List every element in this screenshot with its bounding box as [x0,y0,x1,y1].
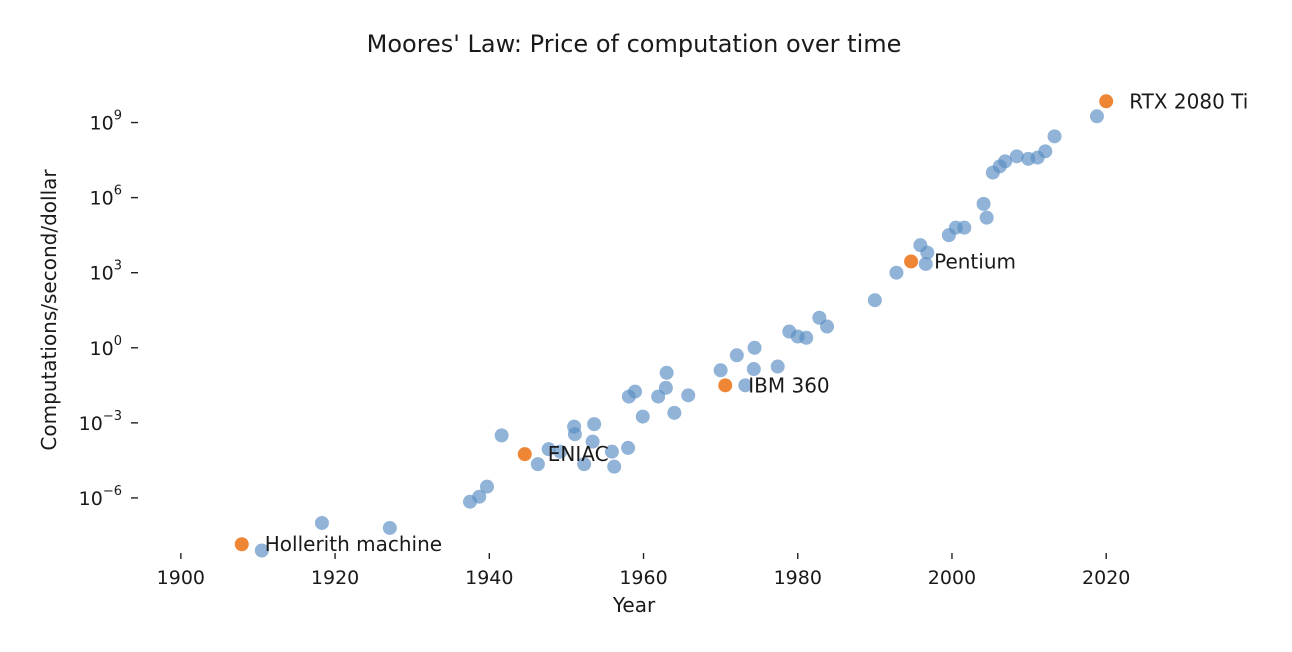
x-tick-label: 2020 [1082,567,1130,589]
y-axis-label: Computations/second/dollar [37,169,61,451]
highlight-point [517,447,532,462]
machine-point [479,479,494,494]
machine-point [681,388,696,403]
machine-point [1038,144,1053,159]
annotation-label: Hollerith machine [265,532,442,556]
machine-point [820,319,835,334]
machine-point [607,459,622,474]
machine-point [635,409,650,424]
machine-point [587,417,602,432]
machine-point [1089,109,1104,124]
y-tick-label: 103 [90,259,122,285]
machine-point [530,457,545,472]
machine-point [747,340,762,355]
y-tick-exponent: −6 [103,484,122,499]
annotation-label: RTX 2080 Ti [1129,89,1248,113]
y-tick-exponent: 3 [114,259,122,274]
machine-point [770,359,785,374]
machine-point [667,405,682,420]
y-tick-label: 109 [90,109,122,135]
machine-point [799,330,814,345]
machine-point [920,245,935,260]
y-tick-label: 100 [90,334,122,360]
machine-point [659,365,674,380]
machine-point [541,442,556,457]
x-tick-label: 1900 [157,567,205,589]
point-annotations: Hollerith machine ENIAC IBM 360 Pentium RTX … [265,89,1249,556]
y-tick-exponent: 9 [114,109,122,124]
x-tick-label: 1940 [465,567,513,589]
machine-point [729,348,744,363]
machine-point [1009,149,1024,164]
highlight-point [904,254,919,269]
machine-point [713,363,728,378]
highlight-point [718,378,733,393]
y-tick-label: 10−6 [79,484,122,510]
machine-point [621,440,636,455]
machine-point [889,265,904,280]
machine-point [746,362,761,377]
machine-point [604,444,619,459]
y-tick-label: 10−3 [79,409,122,435]
x-tick-label: 2000 [928,567,976,589]
chart-title: Moores' Law: Price of computation over t… [367,30,902,58]
highlight-point [1099,94,1114,109]
machine-point [382,520,397,535]
machine-point [998,154,1013,169]
machine-point [976,196,991,211]
y-tick-exponent: −3 [103,409,122,424]
machine-point [979,210,994,225]
machine-point [628,384,643,399]
annotation-label: IBM 360 [748,373,829,397]
machine-point [472,489,487,504]
data-points [234,94,1114,558]
x-axis-ticks: 1900 1920 1940 1960 1980 2000 2020 [157,553,1130,589]
machine-point [1047,129,1062,144]
x-tick-label: 1920 [311,567,359,589]
machine-point [918,256,933,271]
machine-point [738,378,753,393]
annotation-label: ENIAC [548,442,609,466]
highlight-point [234,537,249,552]
machine-point [553,444,568,459]
machine-point [585,434,600,449]
machine-point [867,293,882,308]
machine-point [577,457,592,472]
y-axis-ticks: 10−6 10−3 100 103 106 109 [79,109,138,510]
y-tick-exponent: 0 [114,334,122,349]
y-tick-exponent: 6 [114,184,122,199]
annotation-label: Pentium [934,249,1016,273]
machine-point [957,220,972,235]
machine-point [494,428,509,443]
x-tick-label: 1980 [774,567,822,589]
x-tick-label: 1960 [619,567,667,589]
machine-point [254,543,269,558]
machine-point [567,427,582,442]
y-tick-label: 106 [90,184,122,210]
machine-point [314,515,329,530]
x-axis-label: Year [612,593,656,617]
machine-point [658,380,673,395]
